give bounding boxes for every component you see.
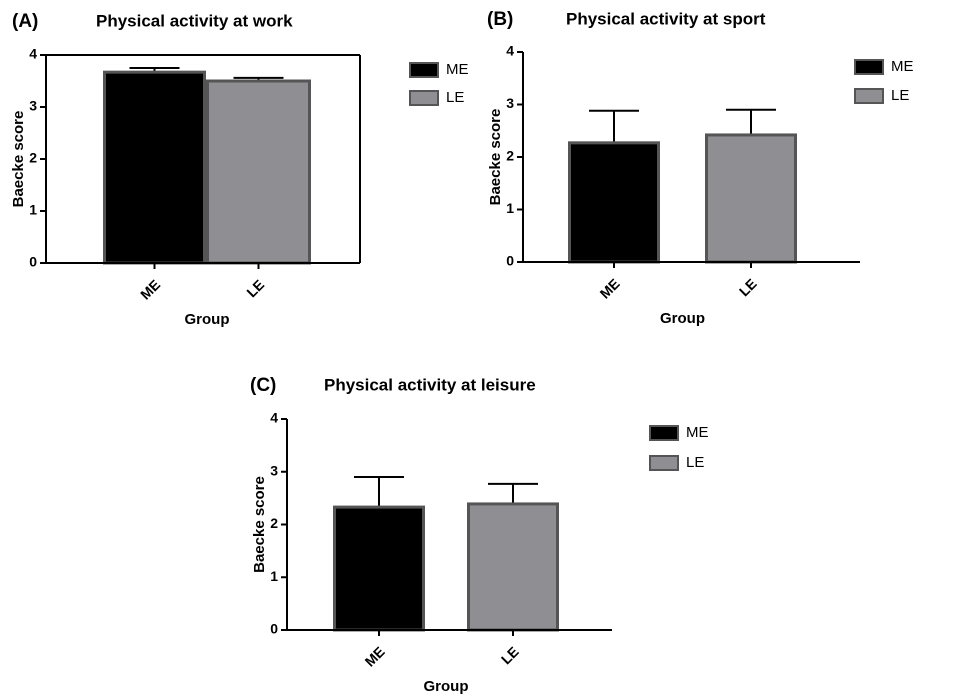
legend-label: LE	[891, 87, 909, 104]
bar	[333, 505, 425, 632]
y-tick-label: 1	[270, 568, 278, 584]
y-axis-label: Baecke score	[10, 111, 27, 208]
y-axis-label: Baecke score	[487, 109, 504, 206]
bar	[705, 133, 797, 264]
bar	[103, 70, 206, 265]
legend-swatch	[409, 90, 439, 106]
panel-label: (B)	[487, 9, 513, 30]
y-tick-label: 3	[29, 98, 37, 114]
y-tick-label: 4	[270, 410, 278, 426]
y-tick-label: 2	[270, 515, 278, 531]
legend-label: ME	[686, 424, 709, 441]
y-tick-label: 2	[506, 148, 514, 164]
y-axis-label: Baecke score	[251, 476, 268, 573]
x-tick-label: LE	[736, 275, 760, 299]
chart-title: Physical activity at sport	[566, 9, 766, 28]
y-tick-label: 1	[506, 200, 514, 216]
y-tick-label: 1	[29, 202, 37, 218]
y-tick-label: 3	[270, 462, 278, 478]
legend-label: ME	[891, 58, 914, 75]
legend-swatch	[854, 88, 884, 104]
x-axis-label: Group	[660, 310, 705, 327]
x-axis-label: Group	[424, 678, 469, 695]
legend-label: ME	[446, 61, 469, 78]
legend-swatch	[409, 62, 439, 78]
legend-swatch	[854, 59, 884, 75]
y-tick-label: 0	[506, 253, 514, 269]
legend-label: LE	[686, 454, 704, 471]
legend-swatch	[649, 425, 679, 441]
x-axis-label: Group	[185, 311, 230, 328]
legend-label: LE	[446, 89, 464, 106]
y-tick-label: 3	[506, 95, 514, 111]
bar	[568, 141, 660, 264]
bar	[467, 502, 559, 632]
y-tick-label: 0	[270, 621, 278, 637]
y-tick-label: 4	[506, 43, 514, 59]
legend-swatch	[649, 455, 679, 471]
x-tick-label: ME	[137, 276, 163, 302]
chart-title: Physical activity at work	[96, 11, 293, 30]
x-tick-label: ME	[362, 643, 388, 669]
y-tick-label: 2	[29, 150, 37, 166]
chart-title: Physical activity at leisure	[324, 375, 536, 394]
x-tick-label: ME	[597, 275, 623, 301]
panel-label: (A)	[12, 11, 38, 32]
panel-label: (C)	[250, 375, 276, 396]
y-tick-label: 0	[29, 254, 37, 270]
x-tick-label: LE	[243, 276, 267, 300]
x-tick-label: LE	[498, 643, 522, 667]
y-tick-label: 4	[29, 46, 37, 62]
bar	[206, 79, 311, 265]
